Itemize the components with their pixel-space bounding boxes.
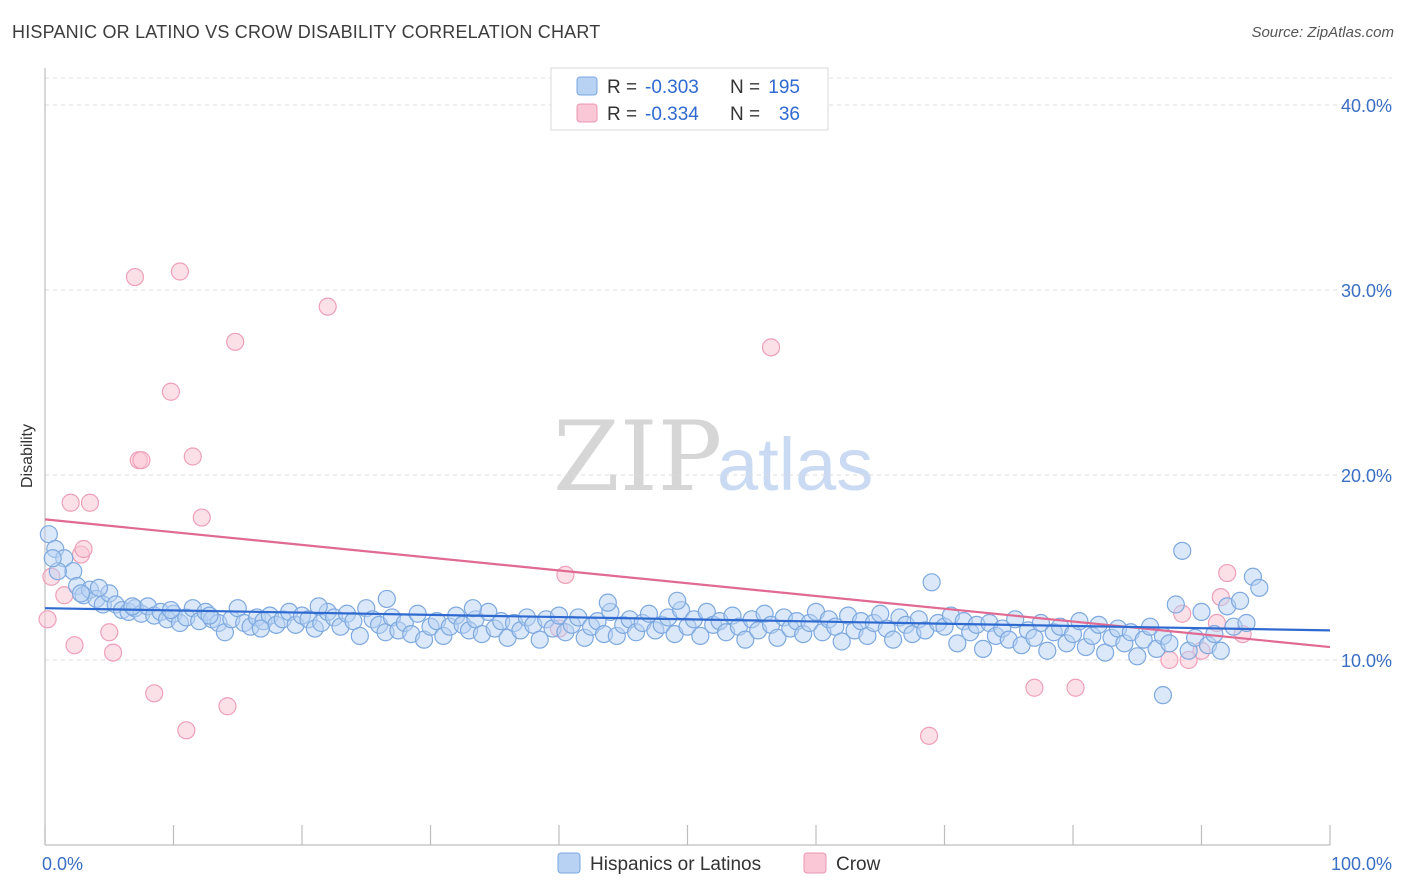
x-tick-label-max: 100.0% [1331, 854, 1392, 874]
hispanic-point [1160, 634, 1179, 653]
crow-point [177, 721, 196, 740]
legend-r-value-crow: -0.334 [645, 104, 699, 125]
hispanic-point [1166, 595, 1185, 614]
chart-title: HISPANIC OR LATINO VS CROW DISABILITY CO… [12, 22, 601, 42]
hispanic-point [1192, 602, 1211, 622]
crow-point [1025, 678, 1044, 697]
hispanic-point [350, 626, 369, 646]
hispanic-point [123, 597, 142, 616]
hispanic-point [1237, 613, 1256, 633]
hispanic-point [200, 606, 219, 625]
series-legend-swatch-crow [803, 852, 827, 874]
legend-r-label-hispanic: R = [607, 77, 637, 98]
hispanic-point [1230, 591, 1250, 610]
watermark-zip: ZIP [553, 401, 722, 513]
crow-point [132, 451, 151, 470]
crow-point [80, 493, 100, 512]
crow-point [125, 267, 145, 287]
watermark-atlas: atlas [717, 423, 873, 506]
crow-point [61, 493, 80, 512]
crow-point [556, 565, 575, 585]
hispanic-trend-line [44, 607, 1331, 632]
x-ticks [44, 825, 1331, 845]
hispanic-point [832, 632, 851, 651]
crow-point [761, 338, 781, 357]
crow-point [145, 684, 164, 703]
trend-lines [44, 518, 1331, 649]
hispanic-point [768, 628, 787, 647]
y-tick-label: 30.0% [1341, 281, 1392, 301]
hispanic-point [922, 573, 941, 592]
legend-n-value-crow: 36 [779, 104, 800, 125]
series-legend-swatch-hispanic [557, 852, 581, 874]
crow-point [1218, 563, 1237, 583]
crow-point [318, 297, 337, 316]
hispanic-point [598, 593, 617, 612]
legend-swatch-hispanic [576, 76, 598, 96]
series-hispanic-points [39, 525, 1269, 705]
hispanic-point [973, 639, 993, 659]
crow-point [100, 623, 119, 642]
crow-point [183, 447, 202, 466]
series-legend-label-crow: Crow [836, 854, 881, 875]
y-tick-labels: 10.0% 20.0% 30.0% 40.0% [1341, 96, 1392, 671]
hispanic-point [1153, 686, 1173, 705]
series-legend-label-hispanic: Hispanics or Latinos [590, 854, 761, 875]
y-tick-label: 20.0% [1341, 466, 1392, 486]
legend-swatch-crow [576, 103, 598, 123]
correlation-legend: R = -0.303 N = 195 R = -0.334 N = 36 [550, 67, 829, 131]
hispanic-point [1173, 541, 1192, 560]
y-tick-label: 40.0% [1341, 96, 1392, 116]
crow-point [218, 697, 237, 716]
crow-point [226, 332, 245, 351]
source-credit: Source: ZipAtlas.com [1251, 24, 1394, 41]
legend-r-label-crow: R = [607, 104, 637, 125]
hispanic-point [948, 634, 967, 653]
hispanic-point [1038, 641, 1057, 660]
hispanic-point [668, 591, 687, 610]
x-tick-label-min: 0.0% [42, 854, 83, 874]
crow-point [170, 262, 190, 281]
hispanic-point [377, 589, 396, 609]
hispanic-point [1211, 641, 1230, 660]
crow-point [919, 726, 939, 745]
hispanic-point [883, 630, 903, 649]
series-legend: Hispanics or Latinos Crow [557, 852, 881, 875]
hispanic-point [43, 549, 62, 568]
hispanic-point [691, 626, 710, 646]
crow-point [38, 610, 57, 629]
crow-point [104, 643, 123, 662]
hispanic-point [463, 599, 483, 618]
crow-point [65, 636, 84, 655]
legend-n-label-hispanic: N = [730, 77, 760, 98]
hispanic-point [251, 619, 270, 638]
legend-r-value-hispanic: -0.303 [645, 77, 699, 98]
legend-n-value-hispanic: 195 [768, 77, 800, 98]
legend-n-label-crow: N = [730, 104, 760, 125]
hispanic-point [1128, 647, 1147, 666]
gridlines [45, 77, 1392, 661]
watermark: ZIP atlas [553, 401, 873, 513]
crow-point [1066, 678, 1085, 697]
crow-point [161, 382, 181, 401]
hispanic-point [89, 578, 109, 597]
hispanic-point [736, 630, 755, 649]
y-tick-label: 10.0% [1341, 651, 1392, 671]
hispanic-point [309, 597, 328, 616]
hispanic-point [530, 630, 549, 649]
crow-point [74, 539, 93, 559]
hispanic-point [549, 606, 569, 625]
crow-point [192, 508, 211, 527]
hispanic-point [71, 584, 91, 603]
hispanic-point [1250, 578, 1269, 597]
